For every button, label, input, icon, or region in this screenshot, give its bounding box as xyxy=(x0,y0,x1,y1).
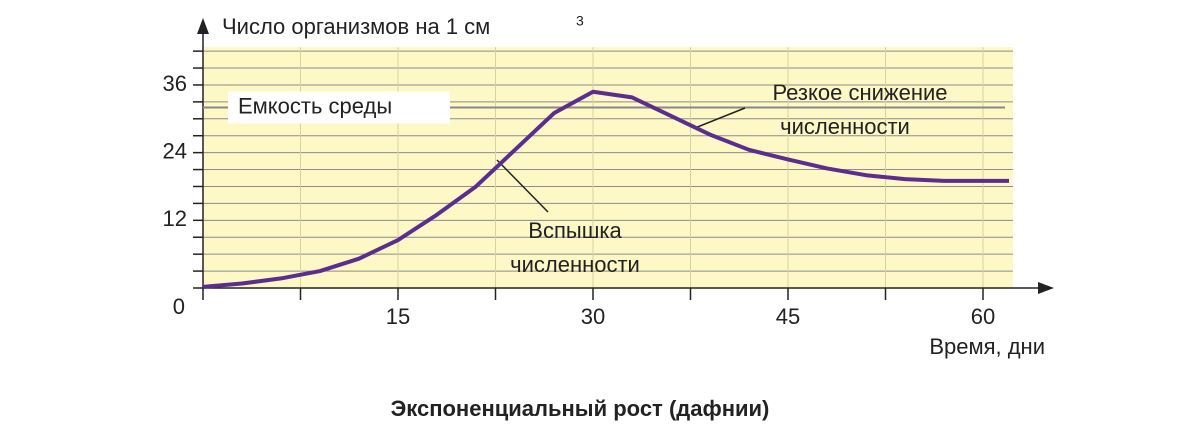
annotation-leader xyxy=(694,107,746,129)
annotation: Вспышка xyxy=(528,218,622,243)
annotation: численности xyxy=(510,252,640,277)
annotation: численности xyxy=(780,114,910,139)
plot-background xyxy=(203,47,1013,289)
x-tick-label: 45 xyxy=(776,304,800,329)
annotation-leader xyxy=(496,159,549,213)
capacity-label: Емкость среды xyxy=(238,93,392,118)
y-axis-label-sup: 3 xyxy=(576,13,584,29)
chart-title: Экспоненциальный рост (дафнии) xyxy=(391,396,770,421)
x-tick-label: 30 xyxy=(581,304,605,329)
y-tick-label: 0 xyxy=(173,294,185,319)
y-tick-label: 36 xyxy=(163,71,187,96)
x-tick-label: 15 xyxy=(386,304,410,329)
line-series xyxy=(202,89,1009,289)
y-axis-arrow xyxy=(197,18,209,34)
y-axis-label: Число организмов на 1 см xyxy=(222,14,490,39)
x-axis-label: Время, дни xyxy=(929,334,1045,359)
y-tick-label: 24 xyxy=(163,138,187,163)
y-tick-label: 12 xyxy=(163,206,187,231)
annotation: Резкое снижение xyxy=(772,80,947,105)
x-tick-label: 60 xyxy=(971,304,995,329)
capacity-label-bg xyxy=(228,91,450,124)
x-axis-arrow xyxy=(1038,282,1054,294)
